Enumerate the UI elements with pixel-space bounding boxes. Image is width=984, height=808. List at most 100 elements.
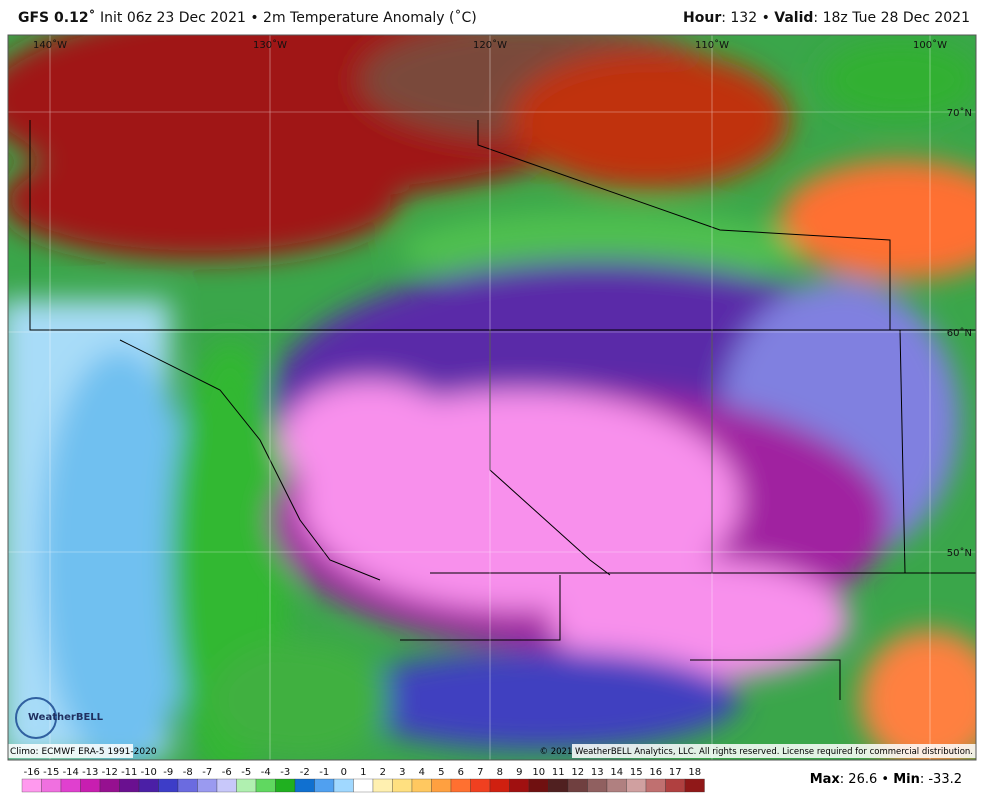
colorbar-swatch — [138, 778, 159, 793]
colorbar-swatch — [294, 778, 315, 793]
colorbar-label: -16 — [24, 767, 40, 778]
lon-label: 110˚W — [695, 39, 729, 51]
lon-label: 140˚W — [33, 39, 67, 51]
colorbar-swatch — [255, 778, 276, 793]
colorbar-swatch — [392, 778, 413, 793]
colorbar-label: -3 — [280, 767, 290, 778]
colorbar-swatch — [489, 778, 510, 793]
colorbar-swatch — [528, 778, 549, 793]
text-segment: Valid — [774, 10, 814, 26]
colorbar-label: 1 — [360, 767, 366, 778]
colorbar-label: -10 — [141, 767, 157, 778]
colorbar-swatch — [353, 778, 374, 793]
colorbar-swatch — [411, 778, 432, 793]
text-segment: : 18z Tue 28 Dec 2021 — [813, 10, 970, 26]
colorbar-swatch — [197, 778, 218, 793]
logo-text: WeatherBELL — [28, 712, 104, 723]
colorbar-label: 0 — [341, 767, 347, 778]
text-segment: : 26.6 • — [839, 772, 894, 787]
colorbar-label: -7 — [202, 767, 212, 778]
colorbar-label: 16 — [649, 767, 662, 778]
colorbar-label: -12 — [102, 767, 118, 778]
colorbar-swatch — [470, 778, 491, 793]
colorbar-swatch — [80, 778, 101, 793]
colorbar-swatch — [119, 778, 140, 793]
colorbar-swatch — [314, 778, 335, 793]
colorbar-label: 4 — [419, 767, 425, 778]
colorbar-label: 14 — [610, 767, 623, 778]
lat-label: 60˚N — [947, 327, 972, 339]
colorbar-label: 11 — [552, 767, 565, 778]
colorbar-label: -9 — [163, 767, 173, 778]
copyright: © 2021 WeatherBELL Analytics, LLC. All r… — [540, 747, 973, 757]
lat-label: 70˚N — [947, 107, 972, 119]
colorbar-swatch — [587, 778, 608, 793]
colorbar-label: -14 — [63, 767, 79, 778]
lon-label: 130˚W — [253, 39, 287, 51]
colorbar-label: -2 — [300, 767, 310, 778]
colorbar-swatch — [275, 778, 296, 793]
colorbar-label: 5 — [438, 767, 444, 778]
colorbar-swatch — [216, 778, 237, 793]
colorbar-swatch — [236, 778, 257, 793]
text-segment: : 132 • — [721, 10, 775, 26]
lat-label: 50˚N — [947, 547, 972, 559]
colorbar-label: -5 — [241, 767, 251, 778]
colorbar-label: -8 — [183, 767, 193, 778]
colorbar-swatch — [567, 778, 588, 793]
colorbar-swatch — [665, 778, 686, 793]
colorbar-label: -13 — [82, 767, 98, 778]
colorbar-label: 13 — [591, 767, 604, 778]
stats: Max: 26.6 • Min: -33.2 — [810, 772, 962, 787]
colorbar-swatch — [431, 778, 452, 793]
colorbar-swatch — [60, 778, 81, 793]
colorbar-label: 2 — [380, 767, 386, 778]
colorbar-swatch — [509, 778, 530, 793]
text-segment: GFS 0.12˚ — [18, 10, 96, 26]
header-right: Hour: 132 • Valid: 18z Tue 28 Dec 2021 — [683, 10, 970, 26]
colorbar-label: 18 — [688, 767, 701, 778]
text-segment: Max — [809, 772, 840, 787]
colorbar-label: 3 — [399, 767, 405, 778]
colorbar-swatch — [606, 778, 627, 793]
header: GFS 0.12˚ Init 06z 23 Dec 2021 • 2m Temp… — [14, 10, 970, 32]
map: WeatherBELL Climo: ECMWF ERA-5 1991-2020… — [8, 35, 976, 760]
colorbar-label: 8 — [497, 767, 503, 778]
header-left: GFS 0.12˚ Init 06z 23 Dec 2021 • 2m Temp… — [18, 10, 477, 26]
graticule — [8, 35, 976, 760]
lon-label: 100˚W — [913, 39, 947, 51]
colorbar-swatch — [177, 778, 198, 793]
colorbar-label: -4 — [261, 767, 271, 778]
colorbar-swatch — [684, 778, 705, 793]
colorbar-swatch — [158, 778, 179, 793]
text-segment: : -33.2 — [919, 772, 962, 787]
lon-label: 120˚W — [473, 39, 507, 51]
colorbar-label: 7 — [477, 767, 483, 778]
text-segment: Init 06z 23 Dec 2021 • 2m Temperature An… — [95, 10, 477, 26]
text-segment: Min — [893, 772, 920, 787]
colorbar-label: -1 — [319, 767, 329, 778]
colorbar-swatch — [372, 778, 393, 793]
colorbar-label: 9 — [516, 767, 522, 778]
climo: Climo: ECMWF ERA-5 1991-2020 — [10, 747, 157, 757]
colorbar-swatch — [645, 778, 666, 793]
colorbar-swatch — [99, 778, 120, 793]
colorbar-swatch — [41, 778, 62, 793]
text-segment: Hour — [683, 10, 722, 26]
colorbar-label: -15 — [43, 767, 59, 778]
colorbar-label: 6 — [458, 767, 464, 778]
colorbar-label: -6 — [222, 767, 232, 778]
colorbar-label: 15 — [630, 767, 643, 778]
colorbar-swatch — [450, 778, 471, 793]
colorbar-swatch — [333, 778, 354, 793]
colorbar-swatch — [548, 778, 569, 793]
colorbar-label: 12 — [571, 767, 584, 778]
colorbar-label: 10 — [532, 767, 545, 778]
colorbar-swatch — [626, 778, 647, 793]
colorbar-swatch — [21, 778, 42, 793]
colorbar-label: 17 — [669, 767, 682, 778]
colorbar-label: -11 — [121, 767, 137, 778]
logo: WeatherBELL — [15, 697, 104, 739]
